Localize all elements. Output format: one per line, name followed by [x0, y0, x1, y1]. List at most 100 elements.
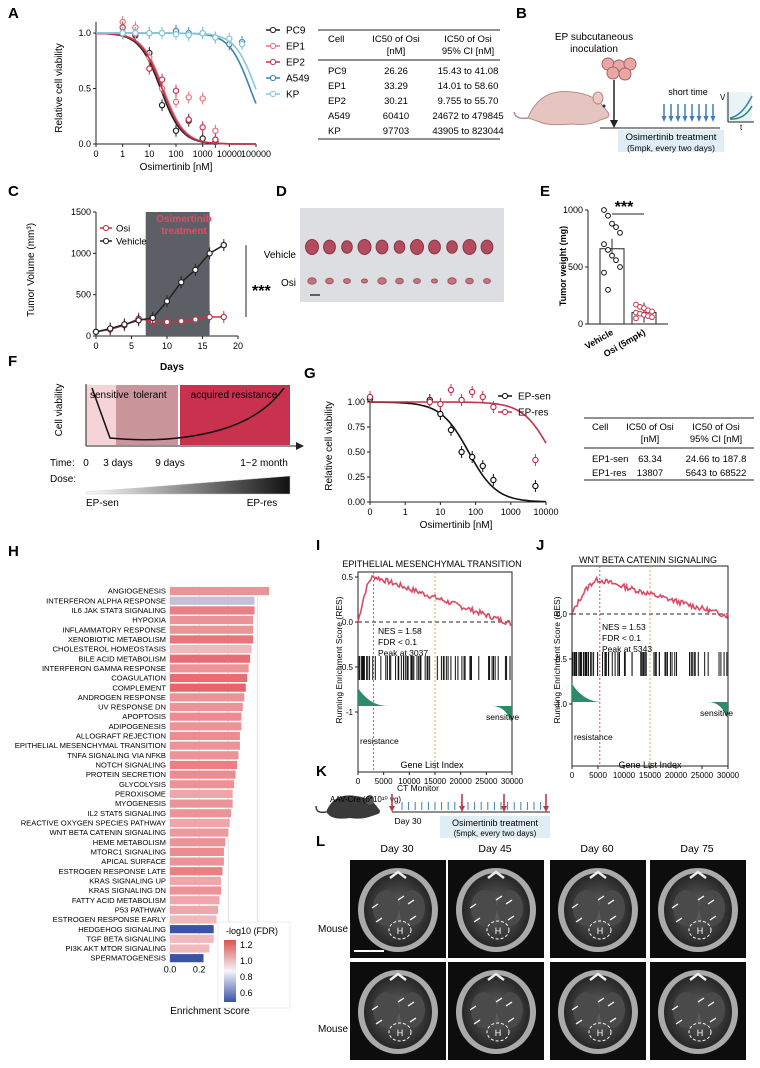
panel-letter-j: J [536, 537, 544, 554]
ct-heart-outline [388, 920, 412, 940]
category-label: XENOBIOTIC METABOLISM [68, 635, 166, 644]
h-marks: 0.00.20.40.6ANGIOGENESISINTERFERON ALPHA… [15, 586, 270, 975]
data-point-ep2 [158, 76, 166, 83]
category-label: COMPLEMENT [112, 683, 166, 692]
data-point-ep1 [212, 127, 219, 134]
day-header: Day 60 [580, 843, 613, 855]
bar-notch-signaling [170, 760, 238, 770]
ct-arrow-head [501, 806, 507, 812]
running-score-line [357, 575, 513, 627]
data-point-ep1 [199, 95, 206, 102]
bar-apoptosis [170, 712, 242, 721]
x-tick-label: 10 [435, 507, 445, 517]
table-cell: EP1-sen [592, 454, 628, 465]
ct-lung-left [471, 890, 497, 926]
j-resistance: resistance [574, 732, 613, 742]
legend-label: KP [286, 90, 300, 101]
i-sensitive: sensitive [486, 712, 519, 722]
f-time-0: 0 [83, 458, 89, 469]
tumor-vehicle [393, 240, 406, 254]
dose-arrow-head [696, 116, 702, 122]
data-point [613, 257, 619, 264]
d-tumors [305, 239, 494, 285]
legend-marker [501, 392, 509, 400]
table-cell: EP1 [328, 81, 346, 92]
data-point-kp [158, 29, 166, 37]
category-label: NOTCH SIGNALING [96, 761, 167, 770]
ct-tumor-arrow [375, 917, 383, 923]
x-tick-label: 0 [367, 507, 372, 517]
category-label: GLYCOLYSIS [119, 780, 166, 789]
j-stat-nes: NES = 1.53 [602, 622, 646, 632]
d-row-label-vehicle: Vehicle [264, 250, 297, 261]
tumor-vehicle [375, 239, 389, 255]
x-tick-label: 20000 [665, 771, 688, 780]
c-band-label-line1: Osimertinib [156, 214, 212, 225]
data-point-osi [192, 316, 199, 323]
legend-marker [269, 58, 277, 66]
legend-marker [102, 237, 110, 245]
g-xlabel: Osimertinib [nM] [420, 520, 493, 531]
data-point-vehicle [106, 325, 114, 332]
ct-heart-label: H [597, 1028, 604, 1038]
data-point-ep-res [437, 400, 444, 408]
x-tick-label: 100 [168, 149, 183, 159]
j-ylabel: Running Enrichment Score (RES) [552, 596, 562, 723]
legend-label: EP1 [286, 42, 305, 53]
ct-spine [589, 870, 607, 879]
data-point-kp [238, 40, 246, 48]
j-plot: 0 5000 10000 15000 20000 25000 30000 0.0 -0.5 -1.… [553, 565, 740, 780]
legend-marker [269, 90, 277, 98]
ct-tumor-arrow [507, 1017, 515, 1023]
data-point-vehicle [149, 314, 156, 322]
dose-arrow-head [703, 116, 709, 122]
ct-tumor-arrow [675, 917, 683, 923]
dose-arrow-head [661, 116, 667, 122]
ct-heart-outline [486, 920, 510, 940]
table-header: 95% CI [nM] [690, 434, 742, 445]
data-point-ep-sen [447, 426, 455, 434]
h-legend-ticks: 1.2 1.0 0.8 0.6 [240, 940, 253, 998]
b-treatment-box [618, 130, 724, 152]
ct-tumor-arrow [671, 903, 679, 909]
ct-tumor-arrow [505, 1001, 513, 1007]
h-legend-gradient [224, 940, 236, 1002]
x-tick-label: 100000 [241, 149, 271, 159]
k-treatment-line1: Osimertinib treatment [452, 818, 539, 828]
x-tick-label: 25000 [691, 771, 714, 780]
ct-spine [689, 972, 707, 981]
ct-lung-right [497, 890, 523, 926]
ct-tumor-arrow [407, 899, 415, 905]
ct-lung-right [497, 992, 523, 1028]
bar-estrogen-response-early [170, 915, 217, 924]
legend-tick-label: 0.8 [240, 972, 253, 982]
panel-a-chart: 0 1 10 100 1000 10000 100000 0.0 0.5 1.0 Relative… [54, 16, 310, 173]
data-point-ep-res [479, 393, 486, 401]
f-time-label: Time: [50, 458, 75, 469]
bar-xenobiotic-metabolism [170, 635, 254, 644]
tumor-osi [483, 278, 491, 284]
l-mouse-b: Mouse B [318, 1024, 358, 1035]
bar-coagulation [170, 673, 248, 683]
panel-letter-d: D [276, 183, 287, 200]
x-tick-label: 0 [570, 771, 575, 780]
category-label: SPERMATOGENESIS [90, 954, 166, 963]
y-tick-label: 0.50 [347, 447, 365, 457]
i-stat-nes: NES = 1.58 [378, 626, 422, 636]
ct-tumor-arrow [409, 1017, 417, 1023]
k-ct-monitor: CT Monitor [397, 783, 439, 793]
j-stat-peak: Peak at 5343 [602, 644, 652, 654]
category-label: EPITHELIAL MESENCHYMAL TRANSITION [15, 741, 166, 750]
table-cell: EP2 [328, 96, 346, 107]
table-header: IC50 of Osi [372, 34, 420, 45]
a-marks [95, 16, 257, 148]
y-tick-label: 1000 [563, 205, 583, 215]
ct-tumor-arrow [495, 895, 503, 901]
table-cell: 63.34 [638, 454, 662, 465]
category-label: APOPTOSIS [122, 712, 166, 721]
i-stat-fdr: FDR < 0.1 [378, 637, 417, 647]
data-point-kp [132, 29, 139, 37]
ct-lung-left [373, 890, 399, 926]
l-mouse-a: Mouse A [318, 924, 357, 935]
